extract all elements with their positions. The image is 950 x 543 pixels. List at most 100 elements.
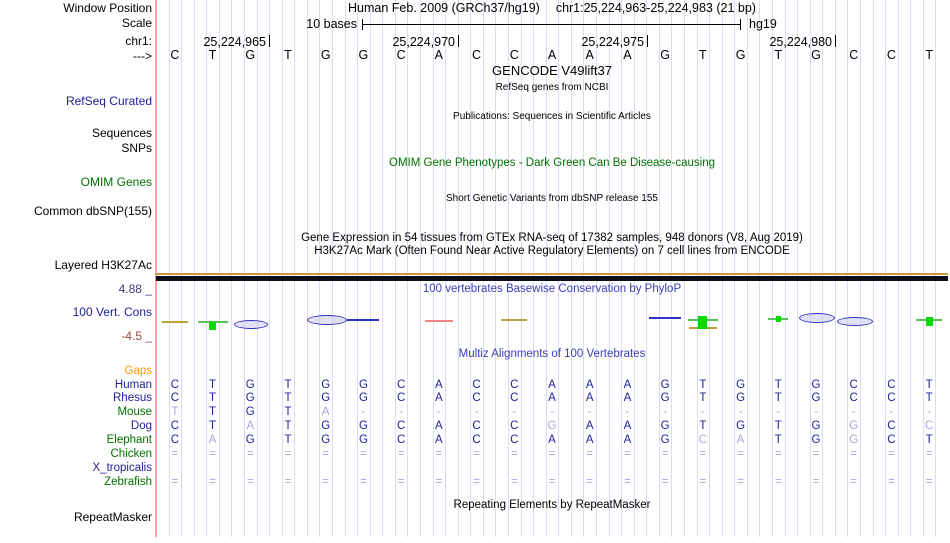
gridline (583, 0, 585, 537)
alignment-base: G (660, 379, 670, 391)
gridline (570, 0, 572, 537)
alignment-row-label-x_tropicalis[interactable]: X_tropicalis (92, 462, 152, 474)
reference-base-letter: G (811, 48, 821, 62)
alignment-base: = (397, 476, 405, 488)
reference-base-letter: G (320, 48, 331, 62)
alignment-base: = (435, 476, 443, 488)
gridline (244, 0, 245, 537)
alignment-base: = (548, 448, 556, 460)
track-label-snps[interactable]: SNPs (121, 141, 152, 155)
gridline (772, 0, 773, 537)
alignment-base: T (699, 420, 707, 432)
track-label-refseq-curated[interactable]: RefSeq Curated (65, 94, 152, 108)
alignment-base: = (171, 476, 179, 488)
alignment-base: = (360, 448, 367, 460)
gridline (910, 0, 912, 537)
gridline (482, 0, 484, 537)
alignment-base: = (360, 476, 367, 488)
alignment-base: = (473, 448, 480, 460)
alignment-row-label-elephant[interactable]: Elephant (106, 434, 152, 446)
track-label-common-dbsnp-155[interactable]: Common dbSNP(155) (33, 204, 152, 218)
track-title: OMIM Gene Phenotypes - Dark Green Can Be… (389, 157, 715, 169)
alignment-base: A (585, 392, 594, 404)
track-label-sequences[interactable]: Sequences (91, 126, 152, 140)
alignment-base: C (170, 379, 179, 391)
gridline (759, 0, 761, 537)
conservation-blue-dash (347, 319, 380, 321)
track-title: Multiz Alignments of 100 Vertebrates (458, 348, 646, 360)
assembly-label: Human Feb. 2009 (GRCh37/hg19) (348, 1, 540, 15)
alignment-base: A (246, 420, 255, 432)
position-tick-mark (458, 35, 459, 47)
track-label-100-vert-cons[interactable]: 100 Vert. Cons (72, 305, 152, 319)
alignment-row-label-chicken[interactable]: Chicken (110, 448, 152, 460)
track-label-chr1[interactable]: chr1: (125, 34, 152, 48)
h3k27ac-signal-bar-gold (156, 273, 948, 275)
gridline (520, 0, 522, 537)
alignment-base: = (812, 476, 820, 488)
track-label-4-88[interactable]: 4.88 _ (118, 282, 152, 296)
track-label-strand-arrow[interactable]: ---> (133, 49, 152, 63)
alignment-base: T (171, 406, 179, 418)
alignment-base: T (699, 379, 707, 391)
alignment-base: G (358, 434, 368, 446)
track-label-scale[interactable]: Scale (121, 16, 152, 30)
alignment-base: G (321, 420, 331, 432)
alignment-row-label-rhesus[interactable]: Rhesus (113, 392, 152, 404)
conservation-blue-dash (649, 317, 682, 319)
gridline (168, 0, 170, 537)
genome-build-label: hg19 (749, 17, 777, 31)
alignment-base: = (699, 448, 707, 460)
track-label-omim-genes[interactable]: OMIM Genes (80, 175, 152, 189)
alignment-base: A (623, 434, 632, 446)
alignment-base: - (700, 406, 705, 418)
reference-base-letter: T (925, 48, 933, 62)
alignment-base: = (209, 476, 216, 488)
track-label-window-position[interactable]: Window Position (63, 1, 152, 15)
alignment-row-label-mouse[interactable]: Mouse (117, 406, 152, 418)
track-label-layered-h3k27ac[interactable]: Layered H3K27Ac (54, 258, 152, 272)
reference-base-letter: G (245, 48, 256, 62)
reference-base-letter: G (735, 48, 746, 62)
alignment-base: C (510, 434, 519, 446)
conservation-blue-lens (306, 315, 347, 325)
alignment-base: T (774, 420, 782, 432)
alignment-row-label-dog[interactable]: Dog (130, 420, 152, 432)
scale-ruler-line (362, 24, 741, 25)
gridline (357, 0, 359, 537)
alignment-base: = (850, 448, 858, 460)
position-tick-label: 25,224,965 (203, 35, 266, 49)
track-label-repeatmasker[interactable]: RepeatMasker (73, 510, 152, 524)
alignment-base: G (358, 379, 368, 391)
conservation-blue-lens (234, 319, 269, 329)
scale-ruler-left-tick (362, 19, 363, 30)
gridline (306, 0, 308, 537)
alignment-base: G (660, 392, 670, 404)
gridline (633, 0, 635, 537)
alignment-base: C (887, 434, 896, 446)
gridline (746, 0, 748, 537)
reference-base-letter: A (547, 48, 557, 62)
alignment-base: = (473, 476, 480, 488)
alignment-base: - (436, 406, 441, 418)
gridline (420, 0, 421, 537)
reference-base-letter: A (434, 48, 444, 62)
alignment-base: A (548, 434, 556, 446)
gridline (508, 0, 509, 537)
alignment-base: C (849, 392, 858, 404)
gridline (822, 0, 824, 537)
gridline (658, 0, 660, 537)
alignment-base: = (888, 448, 895, 460)
gridline (407, 0, 409, 537)
alignment-row-label-zebrafish[interactable]: Zebrafish (104, 476, 152, 488)
reference-base-letter: T (774, 48, 783, 62)
alignment-row-label-human[interactable]: Human (114, 379, 152, 391)
alignment-base: G (660, 420, 670, 432)
alignment-row-label-gaps[interactable]: Gaps (124, 365, 153, 377)
alignment-base: T (774, 434, 782, 446)
alignment-base: C (510, 379, 519, 391)
track-label-4-5[interactable]: -4.5 _ (121, 329, 152, 343)
reference-base-letter: C (886, 48, 896, 62)
gridline (181, 0, 183, 537)
